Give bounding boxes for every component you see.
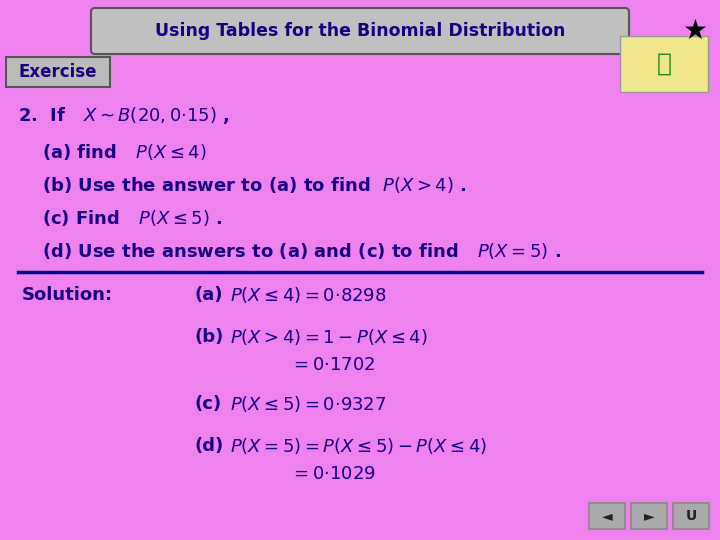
Text: $P(X \leq 4) = 0{\cdot}8298$: $P(X \leq 4) = 0{\cdot}8298$	[230, 285, 386, 305]
Text: (a) find   $P(X \leq 4)$: (a) find $P(X \leq 4)$	[42, 142, 207, 162]
Text: Solution:: Solution:	[22, 286, 113, 304]
Text: $P(X > 4) = 1 - P(X \leq 4)$: $P(X > 4) = 1 - P(X \leq 4)$	[230, 327, 428, 347]
Text: $P(X \leq 5) = 0{\cdot}9327$: $P(X \leq 5) = 0{\cdot}9327$	[230, 394, 387, 414]
Text: $= 0{\cdot}1702$: $= 0{\cdot}1702$	[290, 356, 375, 374]
Text: (c) Find   $P(X \leq 5)$ .: (c) Find $P(X \leq 5)$ .	[42, 208, 222, 228]
Text: ★: ★	[683, 17, 708, 45]
Text: (d): (d)	[195, 437, 224, 455]
Bar	[620, 36, 708, 92]
Text: Using Tables for the Binomial Distribution: Using Tables for the Binomial Distributi…	[155, 22, 565, 40]
Text: Exercise: Exercise	[19, 63, 97, 81]
FancyBboxPatch shape	[589, 503, 625, 529]
FancyBboxPatch shape	[91, 8, 629, 54]
Text: (c): (c)	[195, 395, 222, 413]
Text: ◄: ◄	[602, 509, 612, 523]
Text: $P(X = 5) = P(X \leq 5) - P(X \leq 4)$: $P(X = 5) = P(X \leq 5) - P(X \leq 4)$	[230, 436, 487, 456]
Text: 📖: 📖	[657, 52, 672, 76]
Text: (b) Use the answer to (a) to find  $P(X > 4)$ .: (b) Use the answer to (a) to find $P(X >…	[42, 175, 467, 195]
FancyBboxPatch shape	[673, 503, 709, 529]
FancyBboxPatch shape	[631, 503, 667, 529]
Text: $= 0{\cdot}1029$: $= 0{\cdot}1029$	[290, 465, 376, 483]
Text: (a): (a)	[195, 286, 223, 304]
FancyBboxPatch shape	[6, 57, 110, 87]
Text: (d) Use the answers to (a) and (c) to find   $P(X = 5)$ .: (d) Use the answers to (a) and (c) to fi…	[42, 241, 561, 261]
Text: U: U	[685, 509, 697, 523]
Text: ►: ►	[644, 509, 654, 523]
Text: 2.  If   $X \sim B(20, 0{\cdot}15)$ ,: 2. If $X \sim B(20, 0{\cdot}15)$ ,	[18, 105, 230, 125]
Text: (b): (b)	[195, 328, 225, 346]
